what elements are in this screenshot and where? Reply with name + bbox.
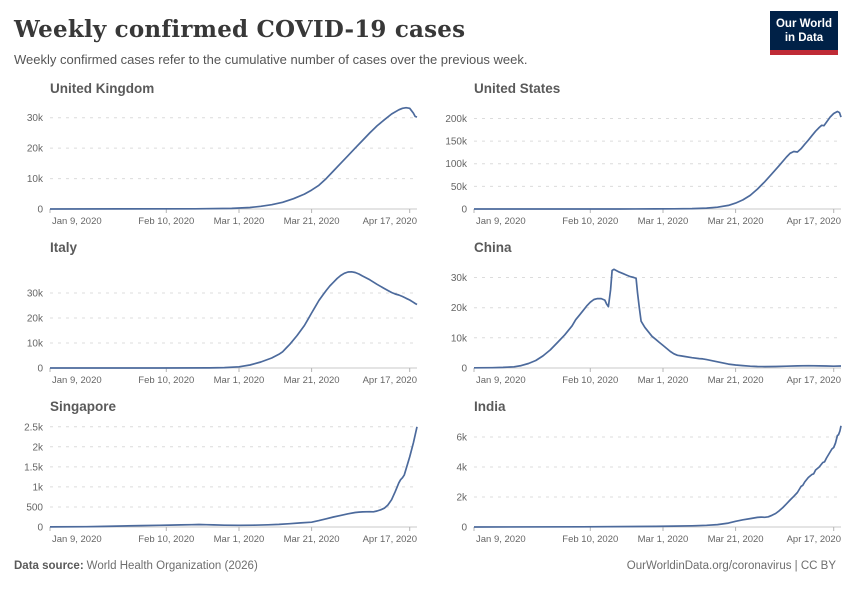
svg-text:30k: 30k	[451, 273, 468, 284]
svg-text:20k: 20k	[27, 314, 44, 325]
svg-text:30k: 30k	[27, 113, 44, 124]
panel-united-kingdom: United Kingdom 0 10k 20k 30k Jan 9, 2020 Feb …	[6, 79, 420, 234]
owid-logo-line2: in Data	[784, 32, 824, 45]
svg-text:Mar 1, 2020: Mar 1, 2020	[214, 375, 265, 386]
line-chart-china[interactable]: 0 10k 20k 30k Jan 9, 2020 Feb 10, 2020 Mar 1, …	[430, 255, 844, 393]
svg-text:Feb 10, 2020: Feb 10, 2020	[562, 216, 618, 227]
data-source-line: Data source: World Health Organization (2…	[14, 560, 258, 572]
svg-text:10k: 10k	[451, 333, 468, 344]
svg-text:10k: 10k	[27, 174, 44, 185]
line-chart-singapore[interactable]: 0 500 1k 1.5k 2k 2.5k Jan 9, 2020 Feb 10, 2020 M…	[6, 414, 420, 552]
svg-text:6k: 6k	[456, 433, 468, 444]
line-chart-united-kingdom[interactable]: 0 10k 20k 30k Jan 9, 2020 Feb 10, 2020 Mar 1, …	[6, 96, 420, 234]
panel-title-italy: Italy	[50, 240, 78, 255]
svg-text:Feb 10, 2020: Feb 10, 2020	[562, 375, 618, 386]
panel-italy: Italy 0 10k 20k 30k Jan 9, 2020 Feb 10, 2020 M…	[6, 238, 420, 393]
svg-text:Mar 21, 2020: Mar 21, 2020	[284, 375, 340, 386]
svg-text:Feb 10, 2020: Feb 10, 2020	[138, 534, 194, 545]
svg-text:Mar 21, 2020: Mar 21, 2020	[284, 534, 340, 545]
svg-text:Apr 17, 2020: Apr 17, 2020	[787, 375, 841, 386]
svg-text:20k: 20k	[451, 303, 468, 314]
line-chart-united-states[interactable]: 0 50k 100k 150k 200k Jan 9, 2020 Feb 10, 2020 M…	[430, 96, 844, 234]
panel-singapore: Singapore 0 500 1k 1.5k 2k 2.5k Jan 9, 2020 Feb…	[6, 397, 420, 552]
svg-text:Feb 10, 2020: Feb 10, 2020	[562, 534, 618, 545]
panel-china: China 0 10k 20k 30k Jan 9, 2020 Feb 10, 2020 M…	[430, 238, 844, 393]
panel-india: India 0 2k 4k 6k Jan 9, 2020 Feb 10, 2020 Mar …	[430, 397, 844, 552]
svg-text:Mar 21, 2020: Mar 21, 2020	[708, 216, 764, 227]
svg-text:4k: 4k	[456, 463, 468, 474]
line-chart-india[interactable]: 0 2k 4k 6k Jan 9, 2020 Feb 10, 2020 Mar 1, 202…	[430, 414, 844, 552]
panel-title-china: China	[474, 240, 512, 255]
svg-text:1.5k: 1.5k	[24, 462, 44, 473]
svg-text:Jan 9, 2020: Jan 9, 2020	[476, 375, 526, 386]
line-chart-italy[interactable]: 0 10k 20k 30k Jan 9, 2020 Feb 10, 2020 Mar 1, …	[6, 255, 420, 393]
panel-title-united-states: United States	[474, 81, 561, 96]
svg-text:Mar 21, 2020: Mar 21, 2020	[284, 216, 340, 227]
svg-text:Jan 9, 2020: Jan 9, 2020	[52, 216, 102, 227]
svg-text:30k: 30k	[27, 289, 44, 300]
svg-text:Apr 17, 2020: Apr 17, 2020	[363, 216, 417, 227]
svg-text:Feb 10, 2020: Feb 10, 2020	[138, 375, 194, 386]
svg-text:Mar 1, 2020: Mar 1, 2020	[214, 534, 265, 545]
chart-header: Weekly confirmed COVID-19 cases Weekly c…	[0, 0, 850, 79]
svg-text:2k: 2k	[32, 442, 44, 453]
owid-link[interactable]: OurWorldinData.org/coronavirus | CC BY	[626, 560, 836, 572]
svg-text:10k: 10k	[27, 339, 44, 350]
svg-text:20k: 20k	[27, 144, 44, 155]
panel-title-india: India	[474, 399, 506, 414]
svg-text:2k: 2k	[456, 493, 468, 504]
svg-text:Jan 9, 2020: Jan 9, 2020	[52, 375, 102, 386]
data-source-label: Data source:	[14, 560, 84, 572]
svg-text:100k: 100k	[445, 159, 468, 170]
svg-text:50k: 50k	[451, 182, 468, 193]
svg-text:Apr 17, 2020: Apr 17, 2020	[363, 534, 417, 545]
svg-text:0: 0	[37, 364, 43, 375]
svg-text:Jan 9, 2020: Jan 9, 2020	[52, 534, 102, 545]
svg-text:Apr 17, 2020: Apr 17, 2020	[787, 534, 841, 545]
svg-text:2.5k: 2.5k	[24, 422, 44, 433]
svg-text:150k: 150k	[445, 137, 468, 148]
svg-text:Jan 9, 2020: Jan 9, 2020	[476, 534, 526, 545]
charts-grid: United Kingdom 0 10k 20k 30k Jan 9, 2020 Feb …	[0, 79, 850, 552]
svg-text:0: 0	[37, 523, 43, 534]
panel-united-states: United States 0 50k 100k 150k 200k Jan 9, 202…	[430, 79, 844, 234]
svg-text:Apr 17, 2020: Apr 17, 2020	[787, 216, 841, 227]
data-source-text: World Health Organization (2026)	[86, 560, 258, 572]
svg-text:Feb 10, 2020: Feb 10, 2020	[138, 216, 194, 227]
svg-text:Apr 17, 2020: Apr 17, 2020	[363, 375, 417, 386]
svg-text:0: 0	[461, 523, 467, 534]
chart-footer: Data source: World Health Organization (2…	[0, 552, 850, 572]
svg-text:Mar 1, 2020: Mar 1, 2020	[638, 216, 689, 227]
svg-text:200k: 200k	[445, 114, 468, 125]
svg-text:0: 0	[461, 205, 467, 216]
svg-text:Jan 9, 2020: Jan 9, 2020	[476, 216, 526, 227]
svg-text:1k: 1k	[32, 482, 44, 493]
owid-logo-line1: Our World	[775, 18, 832, 30]
svg-text:0: 0	[37, 205, 43, 216]
svg-text:Mar 1, 2020: Mar 1, 2020	[638, 375, 689, 386]
svg-text:Mar 21, 2020: Mar 21, 2020	[708, 375, 764, 386]
panel-title-united-kingdom: United Kingdom	[50, 81, 155, 96]
svg-text:Mar 1, 2020: Mar 1, 2020	[638, 534, 689, 545]
owid-logo: Our World in Data	[770, 11, 838, 55]
panel-title-singapore: Singapore	[50, 399, 117, 414]
svg-text:Mar 1, 2020: Mar 1, 2020	[214, 216, 265, 227]
svg-text:500: 500	[26, 503, 43, 514]
chart-subtitle: Weekly confirmed cases refer to the cumu…	[14, 52, 528, 67]
svg-text:0: 0	[461, 364, 467, 375]
svg-text:Mar 21, 2020: Mar 21, 2020	[708, 534, 764, 545]
page-title: Weekly confirmed COVID-19 cases	[14, 16, 466, 43]
